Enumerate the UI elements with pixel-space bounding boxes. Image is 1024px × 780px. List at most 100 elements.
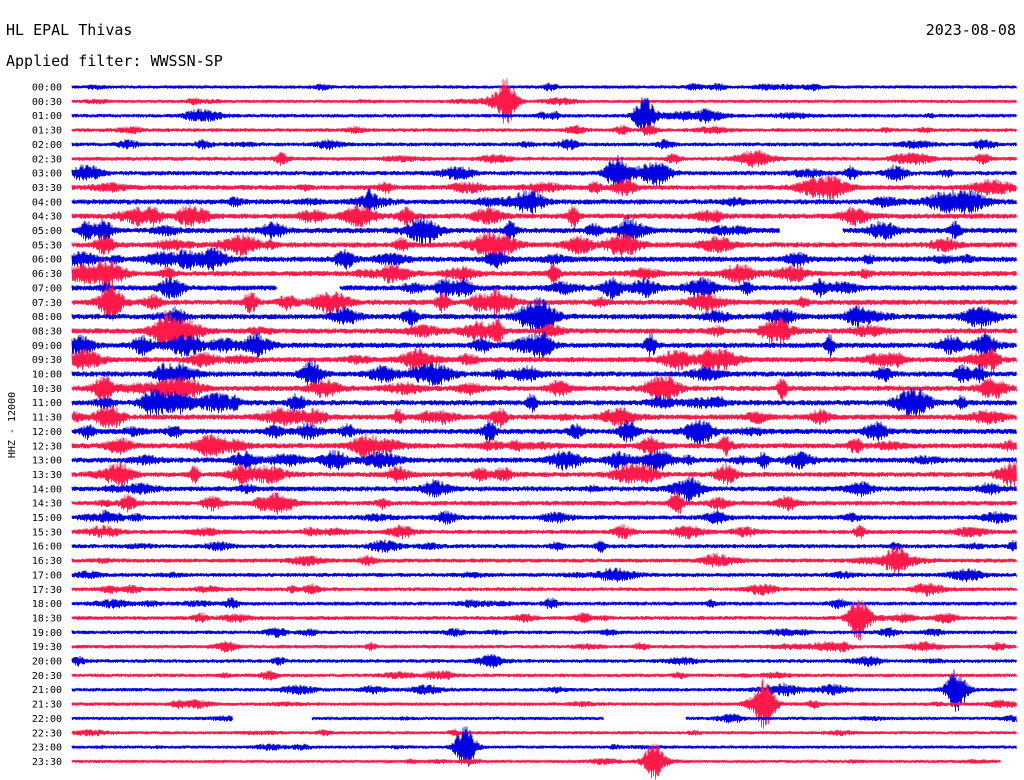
date-label: 2023-08-08 (926, 21, 1016, 39)
time-label: 13:00 (32, 456, 62, 467)
trace-row-0630 (71, 258, 1017, 290)
time-label: 12:00 (32, 427, 62, 438)
trace-row-2200 (71, 713, 1017, 724)
time-label: 08:30 (32, 326, 62, 337)
time-label: 05:30 (32, 240, 62, 251)
time-label: 00:00 (32, 83, 62, 94)
trace-row-1000 (71, 358, 1017, 387)
trace-row-0500 (71, 214, 1017, 246)
time-label: 04:00 (32, 197, 62, 208)
trace-row-0830 (71, 309, 1017, 351)
time-label: 19:00 (32, 628, 62, 639)
trace-row-0330 (71, 174, 1017, 200)
trace-row-1030 (71, 374, 1017, 404)
time-label: 11:00 (32, 398, 62, 409)
trace-row-0130 (71, 124, 1017, 136)
time-label: 02:00 (32, 140, 62, 151)
trace-row-0400 (71, 188, 1017, 216)
time-label: 19:30 (32, 642, 62, 653)
time-label: 06:30 (32, 269, 62, 280)
trace-row-1800 (71, 597, 1017, 610)
time-label: 04:30 (32, 212, 62, 223)
time-label: 02:30 (32, 154, 62, 165)
trace-row-1930 (71, 640, 1017, 653)
time-label: 20:30 (32, 671, 62, 682)
time-label: 22:30 (32, 728, 62, 739)
filter-label: Applied filter: WWSSN-SP (6, 52, 223, 70)
time-label: 11:30 (32, 413, 62, 424)
trace-row-2030 (71, 670, 1017, 681)
trace-row-2130 (71, 678, 1017, 729)
trace-row-1200 (71, 419, 1017, 447)
time-label: 17:30 (32, 585, 62, 596)
time-label: 09:00 (32, 341, 62, 352)
time-label: 18:00 (32, 599, 62, 610)
time-label: 23:30 (32, 757, 62, 768)
trace-row-0100 (71, 97, 1017, 136)
trace-row-1900 (71, 627, 1017, 639)
trace-row-2330 (71, 743, 1001, 780)
time-label: 15:30 (32, 527, 62, 538)
trace-row-0300 (71, 155, 1017, 191)
channel-axis-label: HHZ - 12000 (7, 392, 18, 458)
trace-row-0900 (71, 330, 1017, 360)
time-label: 17:00 (32, 570, 62, 581)
time-label: 14:30 (32, 499, 62, 510)
trace-row-0230 (71, 150, 1017, 168)
trace-row-1630 (71, 545, 1017, 574)
trace-row-1600 (71, 539, 1017, 553)
trace-row-1130 (71, 404, 1017, 429)
time-label: 23:00 (32, 743, 62, 754)
time-label: 21:30 (32, 700, 62, 711)
trace-row-1530 (71, 523, 1017, 540)
trace-row-0030 (71, 78, 1017, 124)
time-label: 18:30 (32, 613, 62, 624)
trace-row-2300 (71, 726, 1017, 767)
trace-row-1500 (71, 509, 1017, 525)
trace-row-1330 (71, 460, 1017, 488)
trace-row-0930 (71, 347, 1017, 374)
trace-row-0000 (71, 82, 1017, 92)
trace-row-1300 (71, 448, 1017, 472)
trace-row-0200 (71, 138, 1017, 151)
time-label: 16:00 (32, 542, 62, 553)
trace-row-1830 (71, 599, 1017, 641)
traces (71, 78, 1017, 780)
time-label: 07:00 (32, 283, 62, 294)
time-label: 07:30 (32, 298, 62, 309)
time-label: 22:00 (32, 714, 62, 725)
time-label: 05:00 (32, 226, 62, 237)
time-label: 03:30 (32, 183, 62, 194)
trace-row-2000 (71, 654, 1017, 669)
time-label: 09:30 (32, 355, 62, 366)
time-label: 21:00 (32, 685, 62, 696)
time-label: 10:30 (32, 384, 62, 395)
time-label: 03:00 (32, 169, 62, 180)
trace-row-0430 (71, 204, 1017, 229)
time-label: 15:00 (32, 513, 62, 524)
time-label: 01:30 (32, 126, 62, 137)
time-label: 06:00 (32, 255, 62, 266)
time-label: 01:00 (32, 111, 62, 122)
time-label: 12:30 (32, 441, 62, 452)
station-title: HL EPAL Thivas (6, 21, 132, 39)
trace-row-0530 (71, 231, 1017, 259)
trace-row-0600 (71, 247, 1017, 272)
trace-row-1230 (71, 432, 1017, 458)
trace-row-2100 (71, 669, 1017, 712)
trace-row-0700 (71, 276, 1017, 300)
time-label: 08:00 (32, 312, 62, 323)
time-labels: 00:00 00:30 01:00 01:30 02:00 02:30 03:00 03:30… (32, 83, 62, 768)
trace-row-0800 (71, 297, 1017, 336)
trace-row-2230 (71, 728, 1017, 737)
trace-row-1700 (71, 567, 1017, 583)
trace-row-1100 (71, 387, 1017, 419)
trace-row-1400 (71, 475, 1017, 503)
trace-row-1430 (71, 488, 1017, 515)
time-label: 00:30 (32, 97, 62, 108)
time-label: 14:00 (32, 484, 62, 495)
trace-row-1730 (71, 582, 1017, 597)
time-label: 16:30 (32, 556, 62, 567)
time-label: 20:00 (32, 657, 62, 668)
